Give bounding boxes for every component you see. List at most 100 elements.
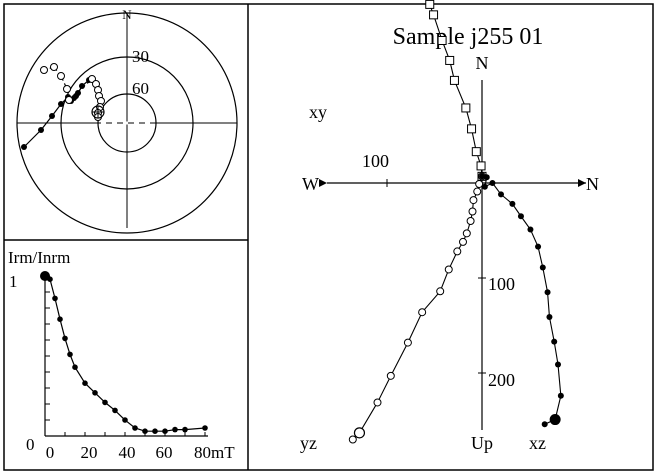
decay-point [72,364,78,371]
zijderveld-yz-point [348,435,357,444]
stereonet-upper-point [40,66,48,74]
stereonet-upper-point [50,63,58,71]
decay-point [57,316,63,323]
decay-point [67,351,73,358]
decay-point [172,426,178,433]
zijderveld-xy-point [476,161,486,171]
zijderveld-yz-point [444,265,453,274]
decay-xtick-80mT: 80mT [194,443,235,462]
zijderveld-label-north-top: N [476,53,489,73]
decay-point [142,428,148,435]
zijderveld-xy-point [467,124,477,134]
zijderveld-title: Sample j255 01 [393,24,544,50]
decay-xtick-60: 60 [156,443,173,462]
zijderveld-label-xz: xz [529,433,546,453]
decay-point [112,407,118,414]
zijderveld-xz-point [555,361,561,368]
zijderveld-yz-point [475,179,484,188]
zijderveld-xz-point [498,191,504,198]
decay-ytick-1: 1 [9,272,18,291]
zijderveld-yz-point [453,247,462,256]
stereonet-ring-label-60: 60 [132,79,149,98]
zijderveld-west-arrowhead [319,179,327,187]
stereonet-upper-point [65,96,73,104]
zijderveld-yz-end-point [353,427,366,439]
stereonet-ring-label-30: 30 [132,47,149,66]
decay-point [132,425,138,431]
stereonet-upper-point [63,85,71,93]
zijderveld-xz-point [539,264,546,271]
decay-point [182,426,188,433]
zijderveld-yz-point [373,398,382,407]
zijderveld-xy-point [437,36,447,45]
figure-frame [3,3,654,471]
zijderveld-yz-point [473,187,482,196]
decay-ytick-0: 0 [26,435,35,454]
zijderveld-yz-point [386,371,395,380]
stereonet-lower-point [58,101,64,107]
zijderveld-xz-point [483,174,490,181]
zijderveld-xy-point [449,75,459,85]
zijderveld-yz-line [352,176,483,440]
zijderveld-xz-point [527,226,534,233]
stereonet-panel: N 30 60 [16,7,238,234]
zijderveld-xz-point [509,200,516,207]
zijderveld-xy-point [425,0,435,9]
zijderveld-label-west: W [302,174,319,194]
stereonet-lower-point [21,144,27,150]
zijderveld-yz-point [468,207,477,216]
decay-point [122,417,128,423]
zijderveld-yz-point [462,229,471,238]
decay-panel: Irm/Inrm 1 0 0 20 40 60 80mT [8,248,235,462]
zijderveld-tick-label-v100: 100 [488,274,515,294]
zijderveld-xz-point [557,392,564,399]
zijderveld-north-arrowhead [578,179,586,187]
zijderveld-xz-end-point [549,414,561,426]
stereonet-lower-point [38,127,44,133]
decay-xtick-0: 0 [46,443,55,462]
zijderveld-tick-label-h100: 100 [362,151,389,171]
zijderveld-yz-point [466,217,475,225]
zijderveld-label-north-right: N [586,174,599,194]
zijderveld-xz-point [479,173,485,180]
zijderveld-xz-point [517,213,524,220]
zijderveld-yz-point [459,237,467,246]
zijderveld-xz-point [546,313,553,320]
zijderveld-xy-point [461,103,471,113]
zijderveld-yz-point [418,308,427,317]
decay-ylabel: Irm/Inrm [8,248,70,267]
zijderveld-xy-point [471,147,481,157]
zijderveld-yz-point [469,196,478,205]
decay-xtick-40: 40 [119,443,136,462]
decay-point [92,390,98,396]
decay-point [47,276,53,283]
zijderveld-xz-point [541,421,548,428]
decay-point [152,428,158,435]
zijderveld-xz-point [481,183,488,190]
stereonet-lower-point [49,113,55,119]
zijderveld-yz-point [436,287,445,296]
stereonet-north-label: N [122,7,132,22]
zijderveld-label-up: Up [471,433,493,453]
decay-point [52,295,58,302]
zijderveld-yz-point [403,338,412,347]
zijderveld-xz-point [489,180,496,186]
zijderveld-xz-point [551,338,558,345]
decay-point [162,428,168,435]
zijderveld-panel: Sample j255 01 N W N Up xy yz xz 100 100… [300,0,599,453]
zijderveld-xz-point [535,243,542,250]
stereonet-upper-point [57,72,65,80]
decay-point [62,335,68,342]
decay-point [202,425,208,431]
zijderveld-xz-point [544,289,551,296]
zijderveld-label-yz: yz [300,433,317,453]
stereonet-lower-point [75,90,81,96]
zijderveld-tick-label-v200: 200 [488,370,515,390]
zijderveld-xy-point [445,55,455,65]
zijderveld-label-xy: xy [309,102,327,122]
decay-point [102,399,108,406]
zijderveld-xy-point [429,10,439,20]
decay-xtick-20: 20 [81,443,98,462]
decay-point [82,380,88,387]
